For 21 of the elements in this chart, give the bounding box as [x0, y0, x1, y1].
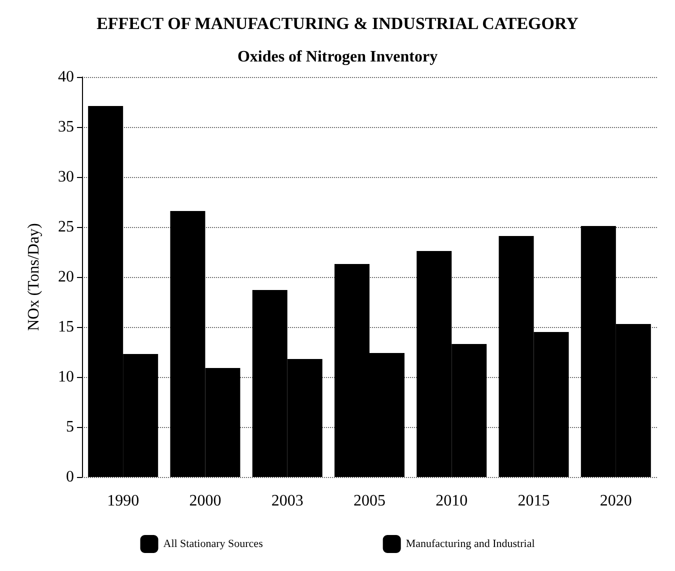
y-tick-label: 15 — [58, 318, 74, 336]
chart-subtitle: Oxides of Nitrogen Inventory — [237, 48, 438, 66]
x-tick-label: 2020 — [600, 492, 632, 510]
legend-label: All Stationary Sources — [163, 538, 263, 550]
y-tick-label: 25 — [58, 218, 74, 236]
x-tick-label: 2003 — [271, 492, 304, 510]
x-tick-label: 2000 — [189, 492, 222, 510]
y-tick-label: 30 — [58, 168, 74, 186]
x-tick-label: 1990 — [107, 492, 140, 510]
x-tick-label: 2015 — [518, 492, 550, 510]
y-tick-label: 20 — [58, 268, 74, 286]
y-axis-title: NOx (Tons/Day) — [26, 223, 42, 331]
y-tick-label: 40 — [58, 68, 74, 86]
chart-title: EFFECT OF MANUFACTURING & INDUSTRIAL CATEGORY — [96, 14, 578, 33]
x-tick-label: 2005 — [354, 492, 386, 510]
y-tick-label: 35 — [58, 118, 74, 136]
legend-label: Manufacturing and Industrial — [406, 538, 535, 550]
x-tick-label: 2010 — [436, 492, 468, 510]
y-tick-label: 5 — [66, 418, 74, 436]
y-tick-label: 0 — [66, 468, 74, 486]
y-tick-label: 10 — [58, 368, 74, 386]
